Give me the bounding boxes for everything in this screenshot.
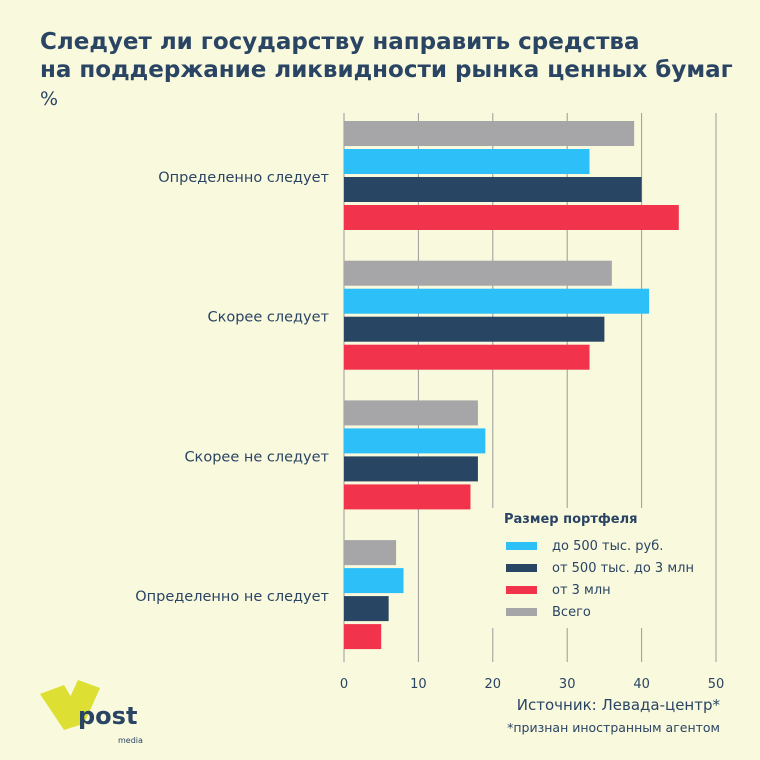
bar	[344, 484, 471, 510]
unit-label: %	[40, 88, 59, 110]
x-tick-label: 50	[708, 677, 725, 692]
chart-title: Следует ли государству направить средств…	[40, 28, 733, 84]
legend: Размер портфеля до 500 тыс. руб. от 500 т…	[492, 508, 714, 628]
x-tick-label: 20	[485, 677, 502, 692]
bar	[344, 624, 382, 650]
bar	[344, 316, 605, 342]
logo-mark-right	[66, 680, 100, 724]
x-tick-label: 0	[340, 677, 348, 692]
category-label: Определенно следует	[158, 170, 329, 186]
legend-swatch	[506, 542, 537, 550]
bar	[344, 149, 590, 174]
logo-subtext: media	[118, 736, 143, 745]
legend-label: от 500 тыс. до 3 млн	[552, 560, 694, 576]
bar	[344, 177, 642, 202]
bar	[344, 400, 478, 426]
legend-swatch	[506, 608, 537, 616]
legend-label: от 3 млн	[552, 582, 611, 598]
bar	[344, 260, 612, 286]
bar	[344, 344, 590, 370]
legend-label: Всего	[552, 604, 591, 620]
logo-text: post	[78, 702, 137, 730]
source-text: Источник: Левада-центр*	[516, 696, 720, 714]
legend-title: Размер портфеля	[504, 512, 638, 527]
legend-item: от 3 млн	[506, 579, 714, 601]
footnote: *признан иностранным агентом	[507, 720, 720, 735]
bar	[344, 456, 478, 482]
bar	[344, 568, 404, 594]
category-label: Определенно не следует	[135, 589, 329, 605]
bar	[344, 288, 650, 314]
legend-item: до 500 тыс. руб.	[506, 535, 714, 557]
legend-swatch	[506, 564, 537, 572]
category-label: Скорее не следует	[184, 449, 329, 465]
legend-item: от 500 тыс. до 3 млн	[506, 557, 714, 579]
x-tick-label: 30	[559, 677, 576, 692]
legend-item: Всего	[506, 601, 714, 623]
bar	[344, 121, 635, 146]
x-tick-label: 10	[410, 677, 427, 692]
legend-label: до 500 тыс. руб.	[552, 538, 664, 554]
bar	[344, 428, 486, 454]
category-label: Скорее следует	[207, 310, 329, 326]
bar	[344, 205, 679, 230]
title-line-2: на поддержание ликвидности рынка ценных …	[40, 57, 733, 83]
postmedia-logo: post media	[40, 680, 143, 745]
legend-swatch	[506, 586, 537, 594]
bar	[344, 540, 397, 566]
bar	[344, 596, 389, 622]
logo-mark-left	[40, 685, 86, 730]
title-line-1: Следует ли государству направить средств…	[40, 29, 640, 55]
x-tick-label: 40	[633, 677, 650, 692]
